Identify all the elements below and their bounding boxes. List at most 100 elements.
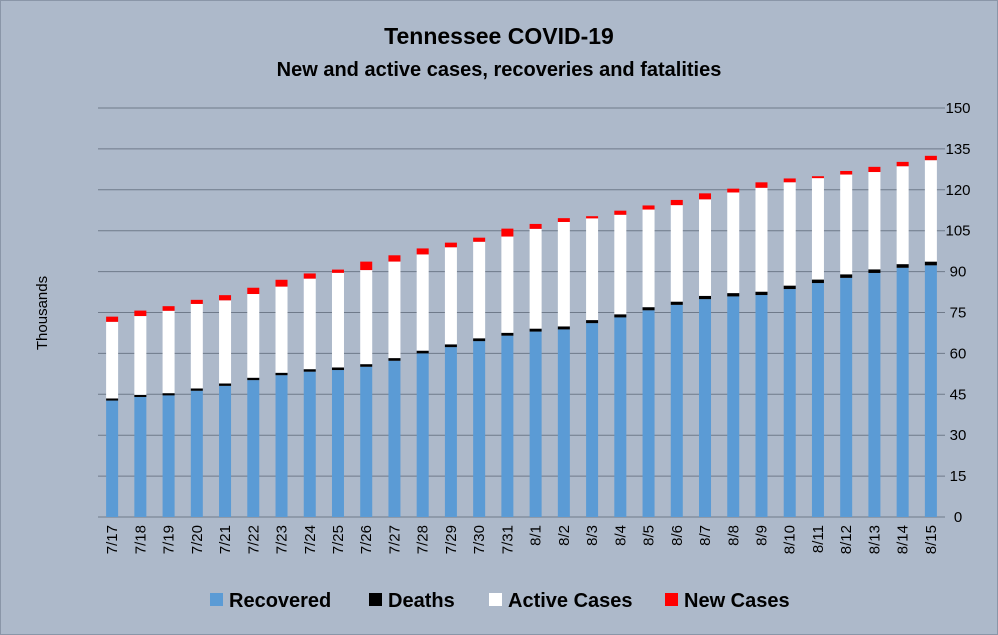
bar-recovered xyxy=(106,400,119,517)
bar-active-cases xyxy=(868,172,881,270)
bar-deaths xyxy=(699,295,712,300)
legend-swatch xyxy=(369,593,382,606)
bar-deaths xyxy=(190,388,203,391)
bar-new-cases xyxy=(416,248,429,255)
x-tick-label: 8/4 xyxy=(612,525,629,546)
bar-deaths xyxy=(331,367,344,371)
legend-swatch xyxy=(210,593,223,606)
bar-deaths xyxy=(811,279,824,284)
bar-deaths xyxy=(303,369,316,372)
bar-deaths xyxy=(840,274,853,278)
bar-recovered xyxy=(331,370,344,517)
x-tick-label: 8/12 xyxy=(838,525,855,554)
bar-deaths xyxy=(642,307,655,311)
bar-active-cases xyxy=(247,294,260,378)
x-tick-label: 8/3 xyxy=(584,525,601,546)
bar-deaths xyxy=(106,398,119,401)
bar-deaths xyxy=(924,261,937,266)
bar-new-cases xyxy=(190,299,203,304)
bar-active-cases xyxy=(190,303,203,389)
y-tick-label: 15 xyxy=(950,468,967,485)
x-tick-label: 7/19 xyxy=(161,525,178,554)
bar-new-cases xyxy=(501,228,514,237)
x-tick-label: 8/8 xyxy=(725,525,742,546)
bar-active-cases xyxy=(303,278,316,370)
bar-active-cases xyxy=(473,241,486,339)
bar-deaths xyxy=(444,344,457,348)
bar-active-cases xyxy=(162,310,175,394)
bar-deaths xyxy=(670,301,683,305)
bar-recovered xyxy=(699,299,712,517)
bar-recovered xyxy=(501,335,514,517)
legend-label: Active Cases xyxy=(508,590,633,612)
legend-label: Recovered xyxy=(229,590,331,612)
bar-recovered xyxy=(783,289,796,517)
bar-new-cases xyxy=(840,170,853,175)
bar-deaths xyxy=(501,332,514,336)
bar-recovered xyxy=(755,295,768,517)
bar-deaths xyxy=(614,314,627,318)
x-tick-label: 7/26 xyxy=(358,525,375,554)
bar-deaths xyxy=(557,326,570,330)
bar-active-cases xyxy=(727,192,740,294)
y-tick-label: 30 xyxy=(950,427,967,444)
bar-active-cases xyxy=(529,228,542,329)
x-tick-label: 7/22 xyxy=(245,525,262,554)
x-tick-label: 7/30 xyxy=(471,525,488,554)
bar-recovered xyxy=(388,360,401,517)
bar-new-cases xyxy=(896,161,909,167)
chart-subtitle: New and active cases, recoveries and fat… xyxy=(277,59,722,81)
bar-recovered xyxy=(727,296,740,517)
bar-active-cases xyxy=(642,209,655,308)
bar-deaths xyxy=(727,293,740,297)
x-tick-label: 8/6 xyxy=(669,525,686,546)
bar-new-cases xyxy=(529,223,542,229)
bar-deaths xyxy=(134,394,147,398)
x-tick-label: 7/17 xyxy=(104,525,121,554)
legend-swatch xyxy=(665,593,678,606)
bar-deaths xyxy=(219,383,232,386)
bar-active-cases xyxy=(614,214,627,315)
bar-new-cases xyxy=(699,193,712,200)
bar-new-cases xyxy=(219,295,232,301)
bar-active-cases xyxy=(416,254,429,351)
bar-recovered xyxy=(247,380,260,517)
bar-active-cases xyxy=(783,182,796,286)
bar-active-cases xyxy=(275,286,288,373)
legend-label: Deaths xyxy=(388,590,455,612)
bar-new-cases xyxy=(642,205,655,210)
bar-new-cases xyxy=(106,316,119,322)
y-tick-label: 120 xyxy=(945,182,970,199)
y-tick-label: 90 xyxy=(950,264,967,281)
bar-new-cases xyxy=(473,237,486,242)
bar-recovered xyxy=(360,366,373,517)
bar-deaths xyxy=(896,264,909,268)
x-tick-label: 8/10 xyxy=(782,525,799,554)
bar-new-cases xyxy=(557,218,570,222)
bar-new-cases xyxy=(783,178,796,183)
chart-title: Tennessee COVID-19 xyxy=(384,23,614,49)
y-axis-label: Thousands xyxy=(34,276,51,350)
bar-recovered xyxy=(303,371,316,517)
bar-new-cases xyxy=(924,155,937,161)
bar-active-cases xyxy=(388,261,401,359)
x-tick-label: 7/28 xyxy=(415,525,432,554)
bar-active-cases xyxy=(586,218,599,321)
bar-deaths xyxy=(868,269,881,273)
bar-new-cases xyxy=(360,261,373,271)
bar-recovered xyxy=(614,317,627,517)
bar-new-cases xyxy=(162,306,175,311)
x-tick-label: 8/7 xyxy=(697,525,714,546)
bar-recovered xyxy=(473,341,486,517)
bar-recovered xyxy=(444,347,457,517)
bar-deaths xyxy=(388,358,401,361)
bar-new-cases xyxy=(331,269,344,273)
bar-active-cases xyxy=(444,247,457,345)
bar-recovered xyxy=(557,329,570,517)
x-tick-label: 7/31 xyxy=(499,525,516,554)
bar-recovered xyxy=(162,395,175,517)
bar-new-cases xyxy=(388,255,401,262)
y-tick-label: 75 xyxy=(950,305,967,322)
x-tick-label: 8/2 xyxy=(556,525,573,546)
x-tick-label: 7/23 xyxy=(274,525,291,554)
